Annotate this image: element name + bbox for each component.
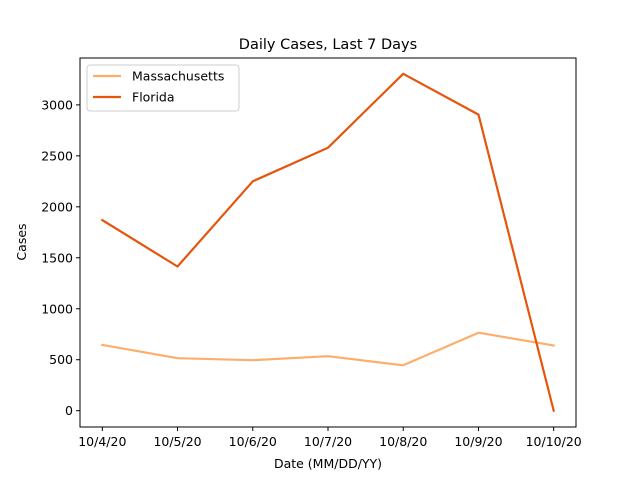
chart-title: Daily Cases, Last 7 Days <box>239 37 417 53</box>
y-tick-label: 2000 <box>41 199 73 214</box>
x-axis: 10/4/20 10/5/20 10/6/20 10/7/20 10/8/20 10/9/… <box>78 427 582 449</box>
x-axis-label: Date (MM/DD/YY) <box>274 456 382 471</box>
y-tick-label: 3000 <box>41 97 73 112</box>
y-tick-label: 500 <box>49 352 73 367</box>
x-tick-label: 10/5/20 <box>153 434 201 449</box>
legend-label-massachusetts: Massachusetts <box>132 69 224 84</box>
legend-box <box>86 64 240 112</box>
y-axis: 0 500 1000 1500 2000 2500 3000 <box>41 97 80 418</box>
x-tick-label: 10/6/20 <box>229 434 277 449</box>
legend: Massachusetts Florida <box>86 64 240 112</box>
x-tick-label: 10/7/20 <box>304 434 352 449</box>
x-tick-label: 10/8/20 <box>379 434 427 449</box>
y-axis-label: Cases <box>14 223 29 260</box>
x-tick-label: 10/9/20 <box>454 434 502 449</box>
x-tick-label: 10/10/20 <box>526 434 582 449</box>
legend-label-florida: Florida <box>132 90 175 105</box>
y-tick-label: 0 <box>65 403 73 418</box>
series-line-florida <box>100 72 556 413</box>
y-tick-label: 1000 <box>41 301 73 316</box>
plot-frame <box>79 57 577 428</box>
y-tick-label: 1500 <box>41 250 73 265</box>
x-tick-label: 10/4/20 <box>78 434 126 449</box>
plot-area <box>79 57 577 428</box>
y-tick-label: 2500 <box>41 148 73 163</box>
series-line-massachusetts <box>101 331 555 367</box>
